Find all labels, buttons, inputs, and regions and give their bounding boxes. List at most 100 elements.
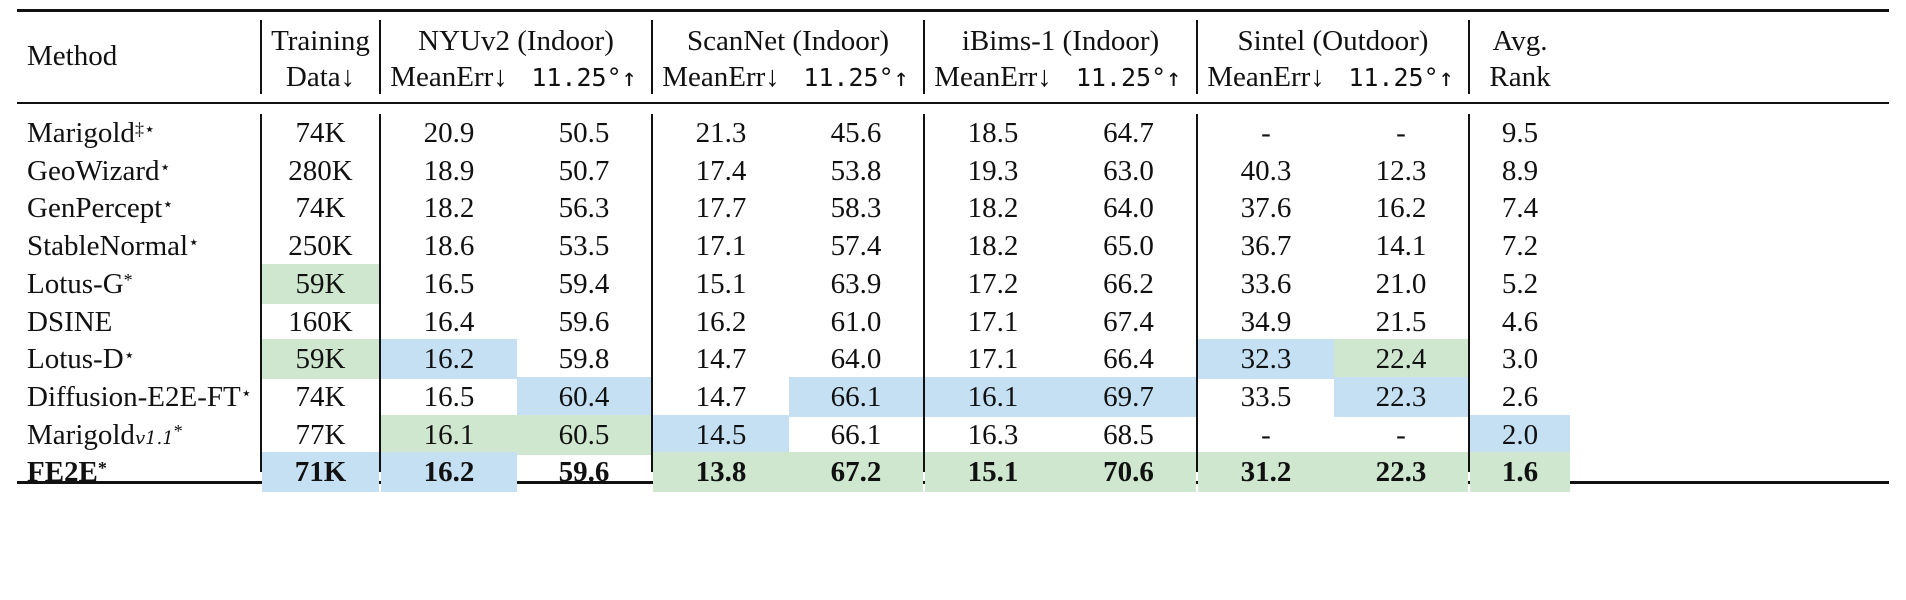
table-cell: 59.6 xyxy=(558,455,610,488)
table-cell: 77K xyxy=(295,418,346,451)
table-cell: 21.5 xyxy=(1375,305,1427,338)
table-cell: 53.8 xyxy=(830,154,882,187)
table-cell: 14.7 xyxy=(695,380,747,413)
header-rule xyxy=(17,102,1889,104)
table-cell: 18.5 xyxy=(967,116,1019,149)
table-cell: 9.5 xyxy=(1501,116,1539,149)
table-cell: 22.3 xyxy=(1334,377,1468,417)
table-cell: 74K xyxy=(295,191,346,224)
method-label: StableNormal xyxy=(27,229,189,262)
table-cell: 160K xyxy=(288,305,353,338)
table-cell: 16.5 xyxy=(423,380,475,413)
table-cell: 16.2 xyxy=(381,452,517,492)
table-cell: 17.1 xyxy=(695,229,747,262)
top-rule xyxy=(17,9,1889,12)
table-cell: 32.3 xyxy=(1198,339,1334,379)
table-cell: 64.7 xyxy=(1103,116,1154,149)
table-cell: 74K xyxy=(295,116,346,149)
method-name: Lotus-D ⋆ xyxy=(27,342,135,375)
table-cell: 16.2 xyxy=(695,305,747,338)
table-cell: 8.9 xyxy=(1501,154,1539,187)
table-cell: 66.1 xyxy=(830,418,882,451)
table-cell: 7.2 xyxy=(1501,229,1539,262)
column-divider xyxy=(923,114,925,472)
table-cell: 50.5 xyxy=(558,116,610,149)
method-label: Marigold xyxy=(27,116,135,149)
angle-header: 11.25°↑ xyxy=(1075,62,1182,92)
column-divider xyxy=(1468,20,1470,94)
table-cell: 4.6 xyxy=(1501,305,1539,338)
table-cell: 64.0 xyxy=(1103,191,1154,224)
table-cell: 57.4 xyxy=(830,229,882,262)
column-divider xyxy=(923,20,925,94)
table-cell: 20.9 xyxy=(423,116,475,149)
table-cell: 7.4 xyxy=(1501,191,1539,224)
table-cell: 68.5 xyxy=(1103,418,1154,451)
table-cell: 63.9 xyxy=(830,267,882,300)
table-cell: 66.2 xyxy=(1103,267,1154,300)
table-cell: 33.5 xyxy=(1240,380,1292,413)
table-cell: 58.3 xyxy=(830,191,882,224)
table-cell: 66.1 xyxy=(789,377,923,417)
table-cell: 31.2 xyxy=(1198,452,1334,492)
table-cell: 2.6 xyxy=(1501,380,1539,413)
angle-header: 11.25°↑ xyxy=(531,62,637,92)
table-cell: 13.8 xyxy=(653,452,789,492)
table-cell: - xyxy=(1261,116,1271,149)
table-cell: 16.1 xyxy=(381,415,517,455)
table-cell: 59K xyxy=(262,339,379,379)
method-label: Lotus-D xyxy=(27,342,124,375)
method-label: FE2E xyxy=(27,455,98,488)
table-cell: 60.5 xyxy=(517,415,651,455)
group-header-scannet: ScanNet (Indoor) xyxy=(686,24,890,57)
meanerr-header: MeanErr↓ xyxy=(390,60,508,93)
table-cell: 16.2 xyxy=(381,339,517,379)
table-cell: 71K xyxy=(262,452,379,492)
table-cell: 66.4 xyxy=(1103,342,1154,375)
table-cell: 17.1 xyxy=(967,305,1019,338)
table-cell: 17.2 xyxy=(967,267,1019,300)
meanerr-header: MeanErr↓ xyxy=(934,60,1052,93)
table-cell: 16.2 xyxy=(1375,191,1427,224)
table-cell: 64.0 xyxy=(830,342,882,375)
meanerr-header: MeanErr↓ xyxy=(1207,60,1325,93)
table-cell: 14.1 xyxy=(1375,229,1427,262)
method-name: DSINE xyxy=(17,302,257,342)
method-label: Lotus-G xyxy=(27,267,124,300)
column-divider xyxy=(1196,114,1198,472)
table-cell: 16.5 xyxy=(423,267,475,300)
table-cell: 63.0 xyxy=(1103,154,1154,187)
method-name: FE2E * xyxy=(27,455,107,488)
training-header-line1: Training xyxy=(271,24,370,57)
table-cell: 19.3 xyxy=(967,154,1019,187)
table-cell: 14.7 xyxy=(695,342,747,375)
table-cell: 21.0 xyxy=(1375,267,1427,300)
table-cell: 16.4 xyxy=(423,305,475,338)
table-cell: 3.0 xyxy=(1501,342,1539,375)
table-cell: 22.4 xyxy=(1334,339,1468,379)
table-cell: 40.3 xyxy=(1240,154,1292,187)
table-cell: 17.4 xyxy=(695,154,747,187)
method-name: Marigold ‡⋆ xyxy=(27,116,156,149)
method-label: GeoWizard xyxy=(27,154,160,187)
method-label: GenPercept xyxy=(27,191,163,224)
table-cell: 15.1 xyxy=(695,267,747,300)
method-label: DSINE xyxy=(27,305,113,338)
table-cell: 280K xyxy=(288,154,353,187)
column-divider xyxy=(379,20,381,94)
table-cell: 18.2 xyxy=(423,191,475,224)
table-cell: 69.7 xyxy=(1061,377,1196,417)
table-cell: 1.6 xyxy=(1470,452,1570,492)
table-cell: 59K xyxy=(262,264,379,304)
table-cell: 22.3 xyxy=(1334,452,1468,492)
table-cell: 16.1 xyxy=(925,377,1061,417)
table-cell: 65.0 xyxy=(1103,229,1154,262)
method-name: Diffusion-E2E-FT ⋆ xyxy=(27,380,253,413)
table-cell: 67.2 xyxy=(789,452,923,492)
table-cell: 14.5 xyxy=(653,415,789,455)
table-cell: 70.6 xyxy=(1061,452,1196,492)
rank-header-line2: Rank xyxy=(1489,60,1551,93)
table-cell: 16.3 xyxy=(967,418,1019,451)
table-cell: - xyxy=(1396,418,1406,451)
